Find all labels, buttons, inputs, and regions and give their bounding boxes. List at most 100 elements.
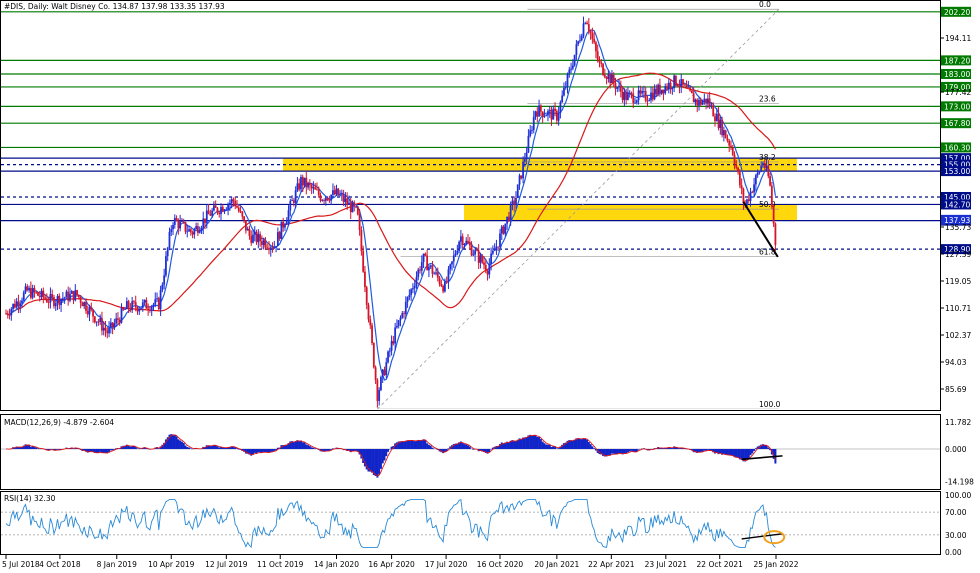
candle-body [49, 294, 52, 303]
candle-body [454, 253, 457, 256]
current-price-text: 137.93 [944, 216, 970, 225]
macd-panel[interactable] [0, 414, 941, 490]
fibo-level-label: 50.0 [759, 200, 776, 209]
candle-body [122, 307, 125, 310]
candle-body [328, 199, 331, 201]
candle-body [218, 212, 221, 215]
candle-body [616, 87, 619, 89]
candle-body [760, 165, 763, 172]
trendline [742, 201, 779, 258]
candle-body [452, 255, 455, 262]
candle-body [56, 295, 59, 304]
candle-body [470, 245, 473, 256]
time-axis: 5 Jul 2018 4 Oct 2018 8 Jan 2019 10 Apr 201… [2, 555, 799, 569]
candle-body [273, 246, 276, 249]
candle-body [484, 264, 487, 271]
candle-body [197, 226, 199, 233]
candle-body [314, 187, 317, 190]
candle-body [397, 320, 400, 326]
candle-body [376, 379, 379, 401]
candle-body [607, 73, 610, 79]
candle-body [630, 92, 633, 94]
candle-body [715, 113, 718, 121]
candle-body [244, 220, 247, 231]
level-tag-183.00 [941, 68, 971, 79]
candle-body [310, 185, 313, 189]
candle-body [740, 185, 743, 189]
candle-body [74, 290, 77, 301]
level-tag-text-167.80: 167.80 [944, 119, 970, 128]
level-tag-text-128.90: 128.90 [944, 245, 970, 254]
candle-body [143, 300, 146, 303]
candle-body [483, 262, 485, 265]
candle-body [548, 109, 551, 112]
candle-body [463, 244, 466, 246]
candle-body [214, 205, 217, 208]
candle-body [396, 325, 398, 328]
candle-body [141, 302, 144, 308]
macd-title: MACD(12,26,9) -4.879 -2.604 [4, 418, 114, 427]
candle-body [232, 199, 235, 202]
candle-body [168, 231, 171, 248]
candle-body [8, 314, 11, 316]
candle-body [133, 301, 135, 303]
time-tick-label: 25 Jan 2022 [754, 560, 799, 569]
candle-body [753, 184, 755, 193]
candle-body [770, 185, 773, 207]
candle-body [529, 130, 532, 136]
candle-body [763, 162, 766, 169]
candle-body [692, 93, 695, 103]
candle-body [42, 290, 45, 298]
level-tag-text-179.00: 179.00 [944, 83, 970, 92]
candle-body [118, 319, 121, 323]
ma-fast-line [5, 29, 776, 381]
candle-body [81, 302, 84, 307]
candle-body [579, 40, 581, 42]
candle-body [204, 218, 206, 224]
candle-body [429, 265, 432, 267]
candle-body [451, 261, 453, 265]
candle-body [516, 184, 519, 198]
level-tag-text-145.00: 145.00 [944, 193, 970, 202]
candle-body [499, 233, 501, 248]
candle-body [83, 302, 86, 307]
candle-body [372, 343, 375, 368]
candle-body [538, 105, 540, 117]
candle-body [177, 220, 180, 229]
candle-body [611, 74, 613, 83]
macd-tick-label: 11.782 [945, 418, 971, 427]
candle-body [21, 300, 23, 304]
candle-body [442, 286, 445, 292]
candle-body [134, 302, 137, 308]
rsi-tick-label: 30.00 [945, 531, 967, 540]
candle-body [342, 194, 345, 202]
candle-body [600, 62, 603, 64]
candle-body [774, 223, 777, 246]
candle-body [131, 301, 134, 311]
time-tick-label: 17 Jul 2020 [425, 560, 468, 569]
candle-body [54, 303, 57, 307]
candle-body [99, 318, 102, 323]
macd-tick-label: -14.198 [945, 478, 974, 487]
candle-body [523, 159, 526, 162]
candle-body [486, 270, 489, 275]
candle-body [387, 351, 389, 363]
candle-body [481, 255, 484, 263]
candle-body [731, 147, 734, 155]
candle-body [680, 79, 683, 87]
candle-body [44, 297, 46, 299]
candle-body [17, 301, 20, 307]
candle-body [117, 318, 119, 320]
candle-body [495, 246, 498, 251]
candle-body [136, 307, 139, 312]
candle-body [266, 247, 269, 249]
candle-body [90, 307, 93, 310]
candle-body [182, 221, 185, 223]
candle-body [506, 216, 508, 224]
candle-body [690, 90, 693, 94]
fibo-level-label: 38.2 [759, 153, 776, 162]
candle-body [438, 277, 441, 284]
candle-body [205, 210, 208, 224]
candle-body [479, 255, 482, 263]
candle-body [754, 175, 757, 185]
